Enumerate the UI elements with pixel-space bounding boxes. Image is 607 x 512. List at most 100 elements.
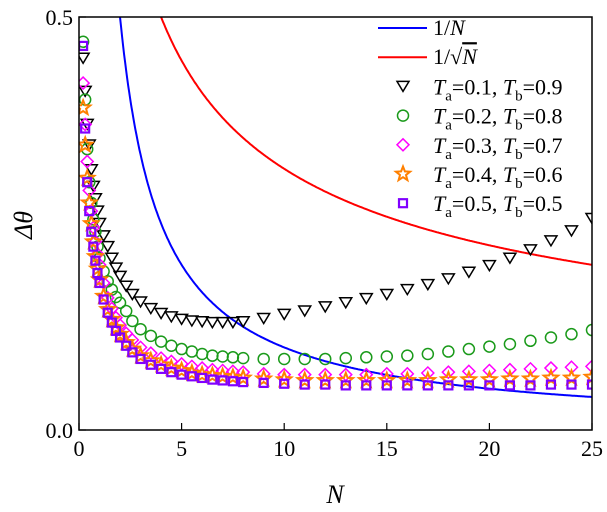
- data-point: [174, 313, 189, 326]
- data-point: [94, 277, 105, 289]
- series-4: [79, 97, 592, 389]
- x-tick-label: 5: [176, 436, 187, 461]
- data-point: [133, 340, 148, 355]
- data-point: [545, 379, 557, 390]
- data-point: [525, 380, 536, 391]
- series-5: [79, 40, 592, 391]
- axis-ticks: 0 5 10 15 20 25 0.0 0.5: [46, 5, 604, 461]
- data-point: [358, 292, 374, 306]
- data-point: [130, 345, 151, 364]
- data-point: [503, 337, 517, 351]
- data-point: [197, 372, 208, 384]
- data-point: [113, 296, 127, 310]
- data-point: [79, 117, 93, 132]
- data-point: [421, 347, 435, 361]
- series-1: [79, 52, 592, 330]
- legend: 1/N1/√NTa=0.1, Tb=0.9Ta=0.2, Tb=0.8Ta=0.…: [378, 15, 563, 221]
- data-point: [462, 342, 476, 356]
- y-tick-label: 0.0: [46, 418, 74, 443]
- legend-label: Ta=0.4, Tb=0.6: [433, 162, 563, 192]
- legend-marker: [396, 109, 410, 122]
- data-point: [380, 350, 394, 363]
- data-point: [299, 379, 310, 390]
- data-point: [216, 350, 229, 363]
- data-point: [274, 369, 294, 388]
- data-point: [134, 322, 147, 336]
- data-point: [379, 366, 394, 381]
- data-point: [100, 240, 116, 254]
- data-point: [584, 212, 592, 226]
- data-point: [544, 331, 558, 344]
- data-point: [154, 335, 168, 348]
- data-point: [227, 376, 238, 387]
- data-point: [81, 139, 97, 152]
- data-point: [87, 258, 108, 278]
- legend-label: Ta=0.2, Tb=0.8: [433, 104, 563, 134]
- data-point: [438, 369, 459, 388]
- data-point: [165, 339, 178, 352]
- y-tick-label: 0.5: [46, 5, 74, 30]
- data-point: [133, 296, 148, 309]
- data-point: [110, 323, 130, 343]
- curve-inverse-sqrt-n: [160, 17, 592, 266]
- data-point: [135, 353, 146, 365]
- x-axis-label: N: [325, 480, 345, 509]
- data-point: [585, 323, 592, 337]
- data-point: [479, 369, 500, 388]
- data-point: [381, 380, 392, 391]
- data-point: [294, 370, 315, 389]
- data-point: [195, 347, 209, 361]
- legend-label: Ta=0.3, Tb=0.7: [433, 133, 563, 163]
- data-point: [564, 225, 579, 238]
- data-point: [565, 327, 578, 341]
- legend-item: 1/N: [378, 15, 466, 40]
- data-point: [143, 302, 159, 316]
- legend-label: Ta=0.5, Tb=0.5: [433, 191, 563, 221]
- data-point: [461, 266, 477, 279]
- legend-item: Ta=0.1, Tb=0.9: [395, 74, 563, 104]
- data-point: [400, 366, 415, 381]
- data-point: [361, 380, 372, 391]
- data-point: [226, 351, 240, 364]
- data-point: [143, 346, 158, 361]
- data-point: [205, 316, 220, 330]
- y-axis-label: Δθ: [9, 211, 38, 240]
- data-point: [566, 379, 577, 390]
- data-point: [483, 340, 496, 353]
- data-point: [441, 365, 456, 380]
- data-point: [153, 307, 169, 320]
- data-point: [356, 370, 377, 389]
- legend-marker: [395, 137, 411, 152]
- data-point: [360, 351, 373, 364]
- data-point: [96, 230, 111, 243]
- data-points: [79, 35, 592, 391]
- data-point: [119, 304, 133, 318]
- data-point: [502, 362, 517, 377]
- data-point: [122, 338, 143, 358]
- data-point: [235, 316, 251, 329]
- data-point: [461, 364, 476, 379]
- data-point: [484, 380, 495, 391]
- data-point: [379, 288, 395, 301]
- data-point: [399, 283, 415, 297]
- data-point: [93, 285, 114, 305]
- data-point: [79, 134, 95, 154]
- data-point: [90, 205, 105, 218]
- data-point: [108, 262, 124, 275]
- data-point: [88, 241, 99, 252]
- data-point: [175, 342, 188, 356]
- data-point: [185, 345, 199, 358]
- data-point: [80, 154, 95, 169]
- data-point: [90, 255, 101, 266]
- data-point: [543, 235, 559, 248]
- data-point: [523, 244, 538, 257]
- x-tick-label: 15: [376, 436, 398, 461]
- data-point: [217, 375, 228, 386]
- data-point: [85, 246, 106, 265]
- data-point: [297, 305, 313, 318]
- data-point: [155, 363, 167, 374]
- data-point: [121, 340, 132, 351]
- legend-item: Ta=0.3, Tb=0.7: [395, 133, 563, 163]
- data-point: [543, 360, 559, 376]
- data-point: [298, 352, 311, 366]
